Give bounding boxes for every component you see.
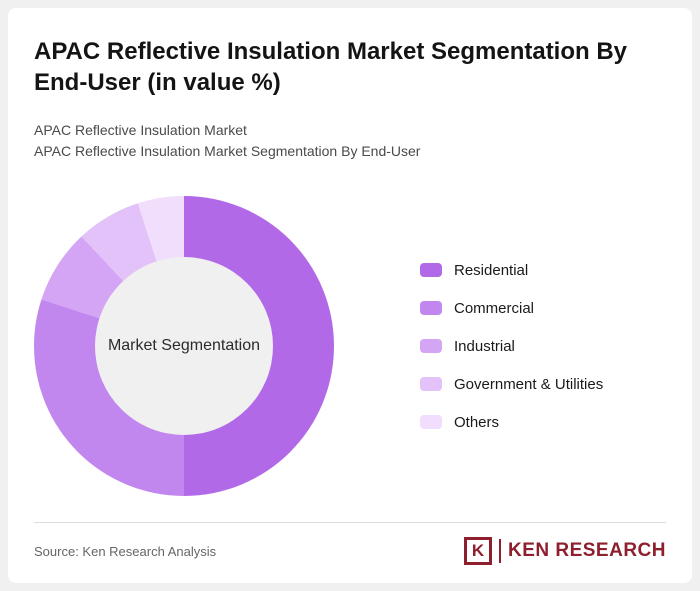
chart-card: APAC Reflective Insulation Market Segmen… [8,8,692,583]
chart-legend: Residential Commercial Industrial Govern… [420,262,603,431]
legend-item-government-utilities: Government & Utilities [420,376,603,393]
legend-swatch [420,339,442,354]
legend-item-residential: Residential [420,262,603,279]
legend-label: Government & Utilities [454,375,604,393]
donut-chart: Market Segmentation [34,196,334,497]
logo-brand-text: KEN RESEARCH [507,540,666,561]
page-title: APAC Reflective Insulation Market Segmen… [34,38,628,97]
legend-item-industrial: Industrial [420,338,603,355]
legend-item-others: Others [420,414,603,431]
donut-center: Market Segmentation [95,257,273,436]
legend-swatch [420,377,442,392]
chart-subtitle-2: APAC Reflective Insulation Market Segmen… [34,143,421,160]
legend-label: Industrial [454,337,515,355]
legend-item-commercial: Commercial [420,300,603,317]
chart-subtitle-1: APAC Reflective Insulation Market [34,122,247,139]
footer: Source: Ken Research Analysis K KEN RESE… [34,522,666,565]
legend-label: Commercial [454,299,535,317]
logo-separator [498,539,501,563]
legend-label: Residential [454,261,529,279]
ken-research-logo: K KEN RESEARCH [463,537,666,565]
legend-swatch [420,415,442,430]
legend-swatch [420,301,442,316]
ken-research-logo-icon: K [463,537,492,565]
chart-area: Market Segmentation Residential Commerci… [34,170,666,522]
legend-swatch [420,263,442,278]
legend-label: Others [454,413,500,431]
source-note: Source: Ken Research Analysis [34,543,217,559]
donut-center-label: Market Segmentation [107,337,261,355]
